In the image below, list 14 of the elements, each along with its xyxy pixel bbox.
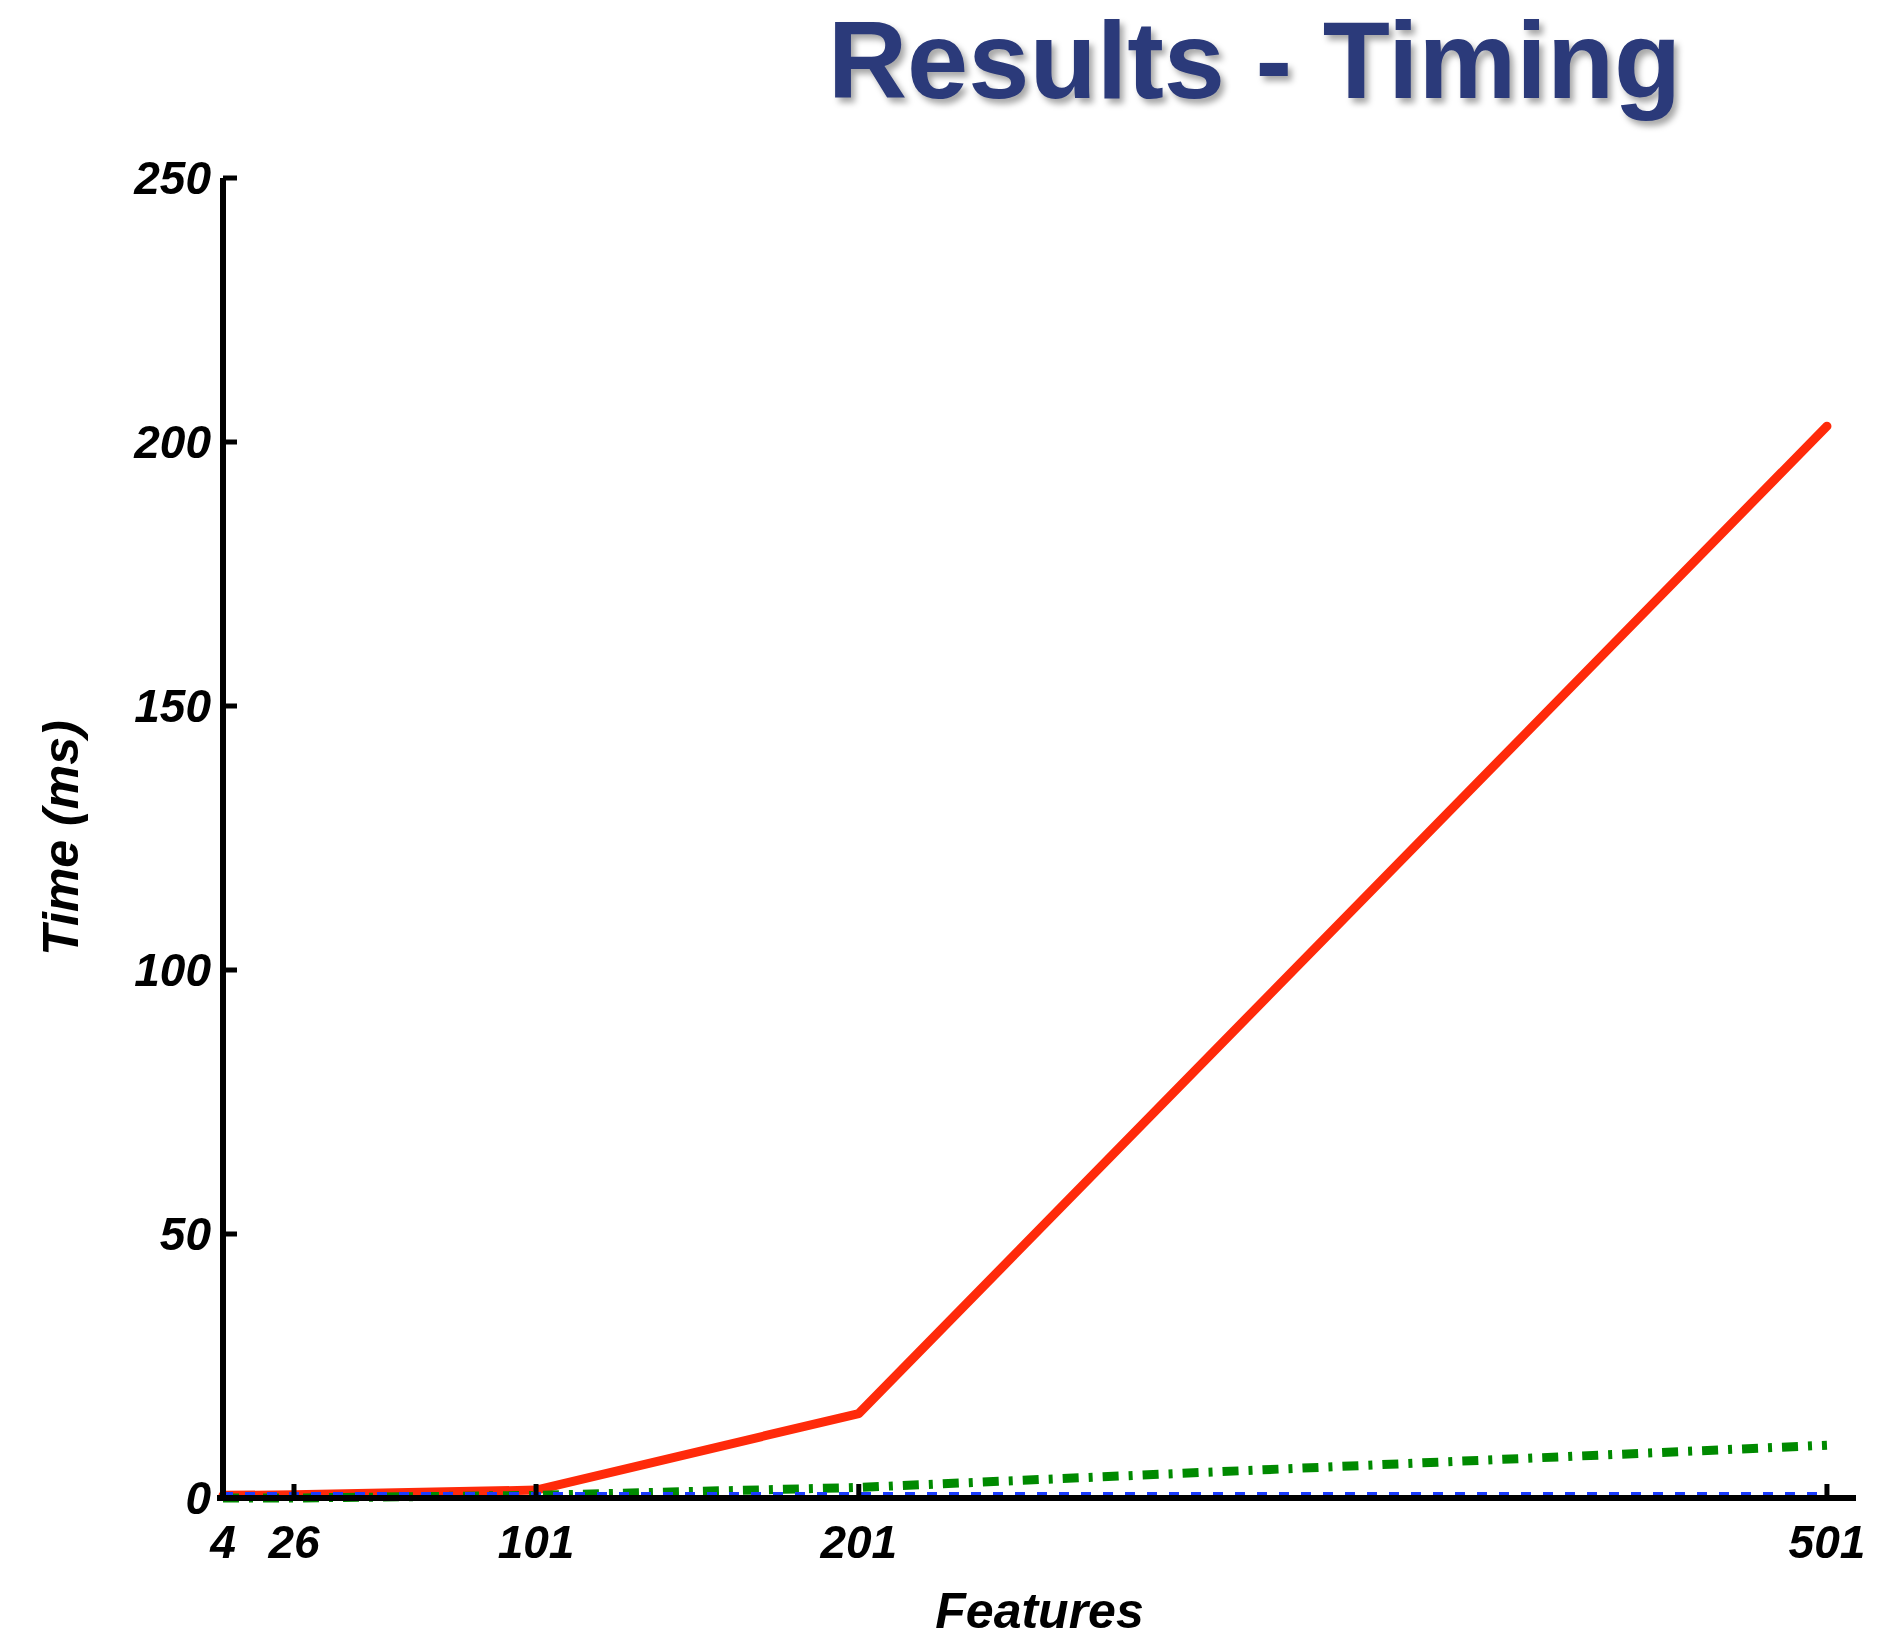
y-tick-label: 50 — [159, 1208, 212, 1261]
y-tick-label: 250 — [133, 152, 212, 205]
y-tick-label: 150 — [134, 680, 212, 733]
x-tick-label: 26 — [267, 1516, 320, 1568]
x-axis-title: Features — [935, 1583, 1144, 1639]
x-tick-label: 501 — [1788, 1516, 1866, 1568]
y-tick-label: 200 — [133, 416, 212, 469]
y-axis-title: Time (ms) — [33, 720, 89, 956]
chart-title: Results - Timing — [827, 0, 1682, 121]
y-tick-label: 100 — [134, 944, 212, 997]
x-tick-label: 101 — [497, 1516, 575, 1568]
y-tick-label: 0 — [185, 1472, 212, 1525]
x-tick-label: 201 — [819, 1516, 898, 1568]
x-tick-label: 4 — [209, 1516, 236, 1568]
